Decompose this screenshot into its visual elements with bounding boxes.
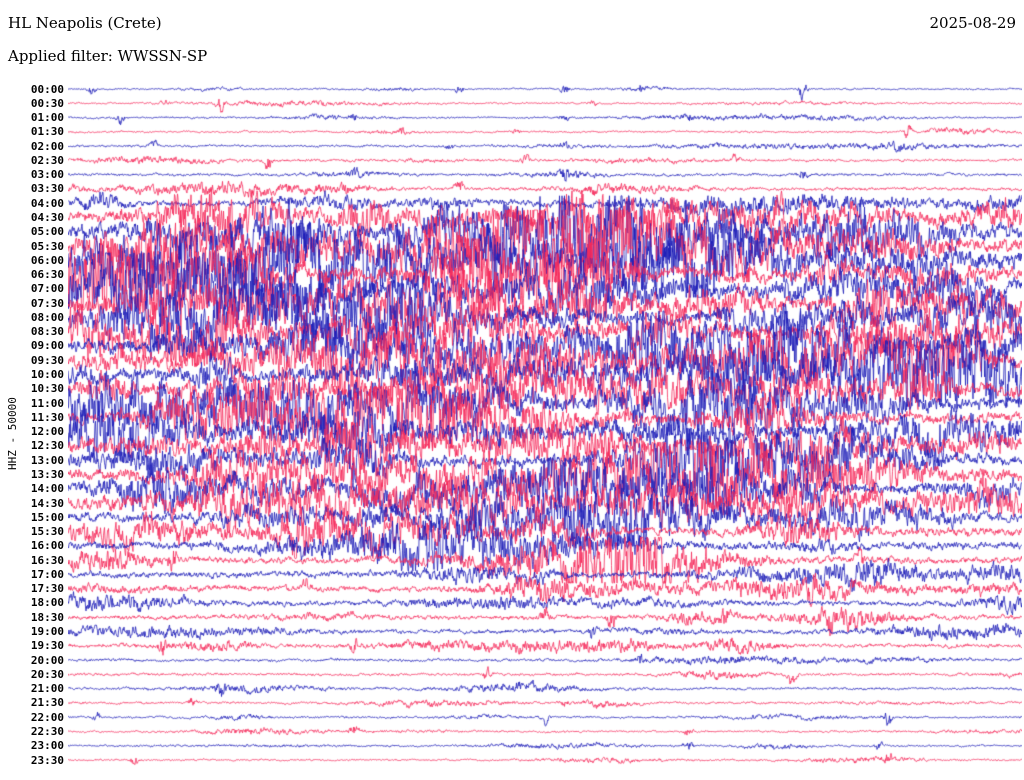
time-label: 07:30 [30, 296, 64, 310]
time-label: 17:30 [30, 582, 64, 596]
time-label: 18:00 [30, 596, 64, 610]
seismogram-canvas [68, 0, 1022, 780]
time-label: 20:00 [30, 653, 64, 667]
time-label: 23:00 [30, 739, 64, 753]
time-label: 20:30 [30, 667, 64, 681]
time-label: 11:30 [30, 410, 64, 424]
time-label: 00:00 [30, 82, 64, 96]
time-label: 22:30 [30, 724, 64, 738]
time-label: 02:00 [30, 139, 64, 153]
time-label: 15:00 [30, 510, 64, 524]
time-label: 10:00 [30, 368, 64, 382]
time-label: 09:00 [30, 339, 64, 353]
time-label: 14:30 [30, 496, 64, 510]
time-label: 02:30 [30, 153, 64, 167]
time-label: 06:30 [30, 268, 64, 282]
time-label: 09:30 [30, 353, 64, 367]
time-label: 04:00 [30, 196, 64, 210]
time-label: 00:30 [30, 96, 64, 110]
time-label: 13:00 [30, 453, 64, 467]
time-label: 05:00 [30, 225, 64, 239]
time-label: 04:30 [30, 210, 64, 224]
time-label: 21:00 [30, 682, 64, 696]
time-label: 08:30 [30, 325, 64, 339]
time-label: 14:00 [30, 482, 64, 496]
time-label: 16:00 [30, 539, 64, 553]
time-label: 17:00 [30, 567, 64, 581]
time-label: 03:00 [30, 168, 64, 182]
time-axis: 00:00 00:30 01:00 01:30 02:00 02:30 03:00 03:30… [0, 0, 64, 780]
time-label: 06:00 [30, 253, 64, 267]
time-label: 23:30 [30, 753, 64, 767]
time-label: 08:00 [30, 310, 64, 324]
time-label: 05:30 [30, 239, 64, 253]
time-label: 12:30 [30, 439, 64, 453]
time-label: 12:00 [30, 425, 64, 439]
time-label: 19:00 [30, 625, 64, 639]
time-label: 11:00 [30, 396, 64, 410]
time-label: 22:00 [30, 710, 64, 724]
time-label: 21:30 [30, 696, 64, 710]
time-label: 10:30 [30, 382, 64, 396]
time-label: 03:30 [30, 182, 64, 196]
time-label: 13:30 [30, 467, 64, 481]
time-label: 01:00 [30, 111, 64, 125]
time-label: 19:30 [30, 639, 64, 653]
time-label: 01:30 [30, 125, 64, 139]
time-label: 18:30 [30, 610, 64, 624]
time-label: 15:30 [30, 525, 64, 539]
time-label: 07:00 [30, 282, 64, 296]
time-label: 16:30 [30, 553, 64, 567]
